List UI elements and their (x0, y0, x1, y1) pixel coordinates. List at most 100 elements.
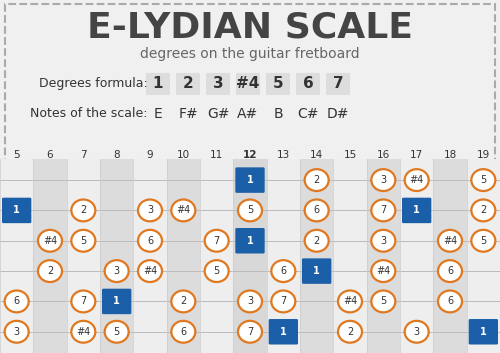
Bar (200, 159, 234, 353)
Text: 2: 2 (80, 205, 86, 215)
Circle shape (372, 199, 396, 221)
Text: 5: 5 (14, 150, 20, 160)
Text: 3: 3 (114, 266, 119, 276)
Text: B: B (273, 107, 283, 121)
Text: 12: 12 (243, 150, 257, 160)
Text: 5: 5 (480, 175, 486, 185)
Text: 3: 3 (147, 205, 153, 215)
Circle shape (338, 321, 362, 343)
Circle shape (38, 260, 62, 282)
Text: 7: 7 (214, 236, 220, 246)
Circle shape (138, 230, 162, 252)
Text: 19: 19 (476, 150, 490, 160)
Text: #4: #4 (236, 76, 260, 91)
FancyBboxPatch shape (236, 73, 260, 95)
Text: 6: 6 (302, 76, 314, 91)
Text: 7: 7 (80, 297, 86, 306)
FancyBboxPatch shape (102, 289, 132, 314)
Text: #4: #4 (176, 205, 190, 215)
Circle shape (238, 291, 262, 312)
Circle shape (72, 291, 96, 312)
Bar (166, 159, 200, 353)
Bar (66, 159, 100, 353)
Bar (434, 159, 466, 353)
Text: 2: 2 (180, 297, 186, 306)
Text: 1: 1 (114, 297, 120, 306)
Text: 5: 5 (272, 76, 283, 91)
Circle shape (438, 291, 462, 312)
FancyBboxPatch shape (268, 319, 298, 345)
Text: 2: 2 (314, 175, 320, 185)
Text: 3: 3 (380, 175, 386, 185)
Text: 3: 3 (14, 327, 20, 337)
Text: 7: 7 (80, 150, 86, 160)
Circle shape (372, 230, 396, 252)
FancyBboxPatch shape (266, 73, 290, 95)
FancyBboxPatch shape (236, 228, 264, 253)
Circle shape (238, 199, 262, 221)
Text: 1: 1 (314, 266, 320, 276)
Circle shape (372, 291, 396, 312)
Text: degrees on the guitar fretboard: degrees on the guitar fretboard (140, 47, 360, 61)
Circle shape (304, 230, 328, 252)
Circle shape (338, 291, 362, 312)
Text: 5: 5 (80, 236, 86, 246)
Text: 1: 1 (246, 236, 254, 246)
Text: 18: 18 (444, 150, 456, 160)
Text: 5: 5 (480, 236, 486, 246)
Bar (266, 159, 300, 353)
Text: 14: 14 (310, 150, 324, 160)
Text: F#: F# (178, 107, 198, 121)
Text: 6: 6 (14, 297, 20, 306)
Text: 6: 6 (447, 266, 453, 276)
Text: 7: 7 (332, 76, 344, 91)
Text: 1: 1 (153, 76, 163, 91)
Text: E-LYDIAN SCALE: E-LYDIAN SCALE (87, 11, 413, 45)
Bar (34, 159, 66, 353)
Text: 2: 2 (314, 236, 320, 246)
Bar (400, 159, 434, 353)
Circle shape (138, 199, 162, 221)
Text: E: E (154, 107, 162, 121)
Bar (466, 159, 500, 353)
Circle shape (4, 321, 28, 343)
Bar (234, 159, 266, 353)
Circle shape (172, 321, 196, 343)
Text: 1: 1 (14, 205, 20, 215)
Bar (134, 159, 166, 353)
Text: 1: 1 (480, 327, 486, 337)
FancyBboxPatch shape (206, 73, 230, 95)
Text: Degrees formula:: Degrees formula: (39, 77, 148, 90)
FancyBboxPatch shape (402, 198, 432, 223)
Text: 15: 15 (344, 150, 356, 160)
Circle shape (304, 199, 328, 221)
Text: 5: 5 (114, 327, 120, 337)
Text: 3: 3 (380, 236, 386, 246)
Text: 7: 7 (280, 297, 286, 306)
Text: A#: A# (238, 107, 258, 121)
Text: #4: #4 (410, 175, 424, 185)
Circle shape (72, 321, 96, 343)
Text: Notes of the scale:: Notes of the scale: (30, 107, 148, 120)
FancyBboxPatch shape (2, 198, 32, 223)
Bar (300, 159, 334, 353)
Text: 2: 2 (47, 266, 53, 276)
Circle shape (4, 291, 28, 312)
Text: 9: 9 (146, 150, 154, 160)
Text: 6: 6 (314, 205, 320, 215)
Bar (366, 159, 400, 353)
Text: 7: 7 (247, 327, 253, 337)
Circle shape (172, 291, 196, 312)
Text: 5: 5 (247, 205, 253, 215)
Circle shape (172, 199, 196, 221)
Text: 17: 17 (410, 150, 424, 160)
FancyBboxPatch shape (146, 73, 170, 95)
Circle shape (404, 321, 428, 343)
Circle shape (72, 230, 96, 252)
Text: 16: 16 (376, 150, 390, 160)
Circle shape (438, 230, 462, 252)
Text: #4: #4 (343, 297, 357, 306)
Text: 1: 1 (414, 205, 420, 215)
Bar (100, 159, 134, 353)
Circle shape (272, 291, 295, 312)
